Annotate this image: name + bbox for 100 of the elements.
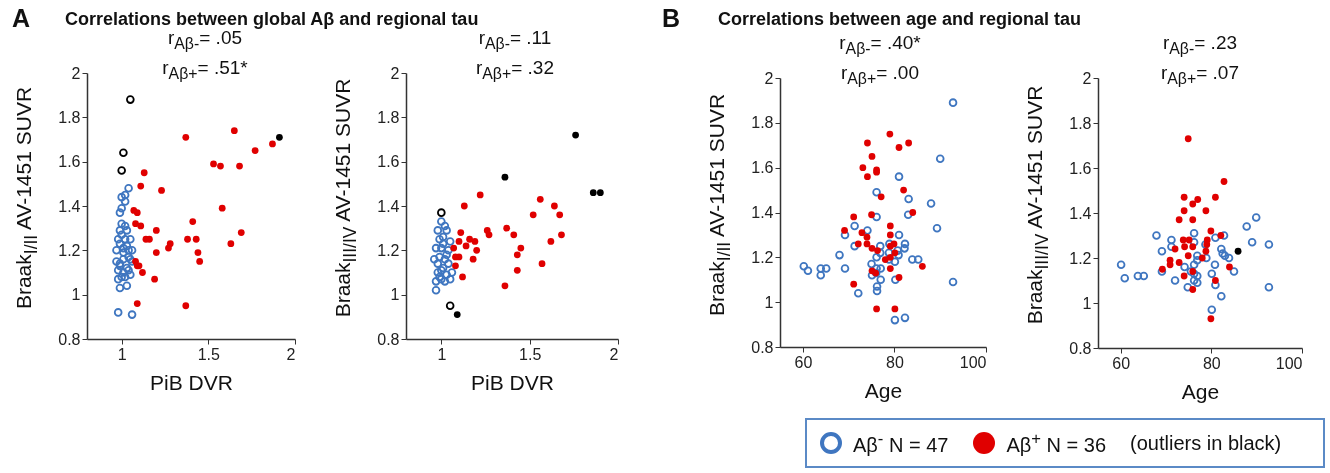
point	[127, 246, 137, 255]
point	[431, 243, 441, 253]
point	[210, 160, 217, 168]
point	[445, 274, 455, 284]
y-tick-label: 1.6	[1069, 159, 1092, 177]
text: A	[12, 4, 31, 33]
text: r$_{Aβ-}$= .11	[478, 27, 552, 53]
point	[433, 259, 443, 268]
point	[133, 300, 141, 307]
point	[251, 147, 259, 154]
x-tick-label: 1	[117, 345, 127, 363]
x-tick-label: 100	[959, 353, 987, 371]
x-tick-label: 60	[794, 353, 813, 371]
point	[115, 259, 125, 268]
point	[460, 202, 468, 210]
point	[558, 231, 565, 239]
point	[184, 235, 191, 243]
x-axis-title: Age	[1181, 379, 1220, 403]
x-tick-label: 1.5	[519, 345, 542, 363]
point	[556, 211, 564, 219]
y-tick-label: 1.6	[58, 153, 81, 171]
point	[126, 234, 135, 244]
y-tick-label: 1.8	[58, 108, 81, 126]
point	[536, 195, 544, 203]
annotation: r$_{Aβ+}$= .51*	[162, 57, 248, 83]
point	[269, 140, 276, 148]
point	[596, 189, 604, 197]
point	[115, 283, 125, 293]
point	[445, 237, 455, 246]
point	[124, 183, 133, 193]
y-tick-label: 0.8	[377, 330, 400, 348]
y-tick-label: 1.2	[1069, 249, 1092, 267]
point	[459, 273, 466, 281]
point	[120, 221, 130, 231]
point	[196, 258, 204, 265]
point	[485, 231, 493, 239]
point	[438, 232, 448, 242]
point	[158, 187, 165, 194]
point	[572, 131, 579, 139]
point	[227, 240, 235, 248]
y-tick-label: 1	[71, 286, 81, 304]
x-tick-label: 80	[886, 353, 904, 371]
point	[473, 246, 481, 254]
point	[442, 250, 451, 260]
point	[450, 244, 458, 252]
point	[189, 218, 197, 225]
y-tick-label: 1.4	[1069, 204, 1092, 222]
point	[431, 277, 441, 286]
point	[137, 222, 145, 230]
point	[469, 255, 477, 263]
point	[437, 243, 446, 253]
point	[117, 272, 126, 282]
point	[437, 217, 446, 226]
point	[120, 190, 130, 200]
y-tick-label: 1.8	[751, 114, 774, 132]
point	[132, 220, 139, 228]
point	[457, 229, 465, 236]
point	[445, 301, 455, 311]
point	[117, 166, 126, 175]
x-axis-title: Age	[864, 378, 903, 402]
point	[501, 173, 509, 181]
legend-label: Aβ$^{-}$ N = 47	[853, 429, 949, 457]
point	[152, 249, 160, 256]
text: r$_{Aβ-}$= .23	[1162, 32, 1238, 58]
x-tick-label: 1.5	[197, 345, 221, 363]
point	[115, 226, 125, 235]
point	[547, 238, 555, 245]
point	[429, 254, 439, 264]
y-tick-label: 1	[764, 293, 774, 311]
y-tick-label: 1.4	[751, 204, 774, 221]
point	[476, 191, 484, 199]
point	[438, 263, 448, 273]
annotation: r$_{Aβ+}$= .32	[475, 57, 555, 83]
point	[217, 162, 224, 170]
chart-title: Correlations between global Aβ and regional tau	[65, 9, 479, 30]
x-tick-label: 1	[437, 345, 447, 363]
x-tick-label: 80	[1202, 354, 1221, 372]
point	[112, 246, 121, 255]
x-axis-title: PiB DVR	[150, 370, 233, 394]
point	[440, 221, 450, 231]
y-tick-label: 1.8	[1069, 114, 1092, 132]
point	[431, 285, 441, 295]
y-tick-label: 1.6	[751, 159, 774, 177]
point	[440, 254, 450, 264]
point	[218, 204, 226, 212]
x-tick-label: 60	[1112, 354, 1131, 372]
y-tick-label: 0.8	[751, 338, 774, 356]
y-tick-label: 1.2	[751, 248, 774, 266]
point	[466, 235, 473, 243]
point	[237, 229, 245, 236]
point	[236, 162, 243, 170]
point	[510, 231, 518, 239]
y-tick-label: 2	[71, 64, 81, 82]
point	[117, 203, 126, 213]
y-tick-label: 1.8	[377, 108, 400, 126]
point	[513, 266, 521, 274]
point	[113, 308, 123, 317]
point	[276, 133, 283, 141]
chart-title: Correlations between age and regional tau	[718, 9, 1082, 30]
y-tick-label: 1	[1082, 294, 1092, 312]
